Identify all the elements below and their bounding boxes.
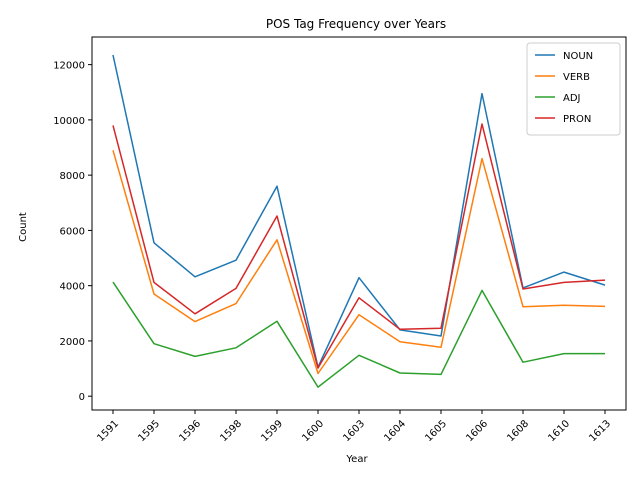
series-line-pron [112, 123, 606, 369]
x-tick-label: 1591 [95, 418, 121, 444]
y-tick-label: 10000 [53, 116, 85, 127]
series-line-verb [112, 150, 606, 375]
x-tick-label: 1613 [587, 418, 613, 444]
x-tick-label: 1598 [218, 418, 244, 444]
x-tick-label: 1604 [382, 418, 408, 444]
x-tick-label: 1608 [505, 418, 531, 444]
y-tick-label: 4000 [60, 282, 85, 293]
y-tick-label: 2000 [60, 337, 85, 348]
y-axis-label: Count [18, 212, 29, 242]
y-tick-label: 6000 [60, 226, 85, 237]
y-tick-label: 8000 [60, 171, 85, 182]
x-tick-label: 1596 [177, 418, 203, 444]
series-line-adj [112, 281, 605, 388]
x-tick-label: 1595 [136, 418, 162, 444]
y-tick-label: 0 [79, 392, 85, 403]
x-tick-label: 1599 [259, 418, 285, 444]
x-axis-label: Year [345, 454, 368, 465]
x-tick-label: 1606 [464, 418, 490, 444]
legend-frame [526, 42, 621, 136]
legend-label-pron: PRON [563, 114, 591, 125]
legend: NOUN VERB ADJ PRON [526, 42, 621, 136]
x-tick-label: 1605 [423, 418, 449, 444]
legend-label-noun: NOUN [563, 51, 593, 62]
x-tick-label: 1603 [341, 418, 367, 444]
legend-label-adj: ADJ [563, 93, 581, 104]
y-tick-label: 12000 [53, 61, 85, 72]
x-tick-label: 1610 [546, 418, 572, 444]
chart-title: POS Tag Frequency over Years [266, 17, 446, 31]
plot-area-frame [91, 36, 627, 411]
x-tick-label: 1600 [300, 418, 326, 444]
legend-label-verb: VERB [563, 72, 590, 83]
